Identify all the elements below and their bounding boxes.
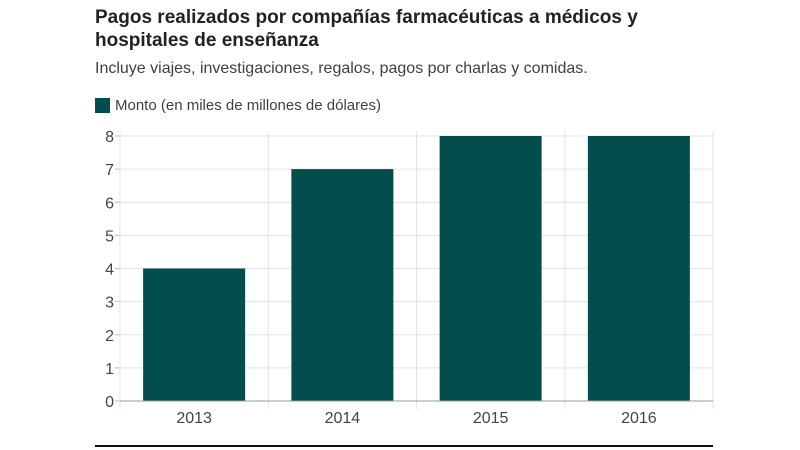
y-tick-label: 1 xyxy=(105,361,114,378)
bar-2015 xyxy=(439,136,542,401)
bar-2014 xyxy=(291,169,394,401)
x-tick-label: 2013 xyxy=(176,410,212,427)
x-tick-label: 2014 xyxy=(325,410,361,427)
bar-2016 xyxy=(587,136,690,401)
legend-label: Monto (en miles de millones de dólares) xyxy=(115,97,381,114)
x-tick-label: 2015 xyxy=(473,410,509,427)
chart-title: Pagos realizados por compañías farmacéut… xyxy=(95,7,638,51)
bar-2013 xyxy=(143,268,246,401)
y-tick-label: 6 xyxy=(105,195,114,212)
y-tick-label: 0 xyxy=(105,394,114,411)
y-tick-label: 5 xyxy=(105,228,114,245)
bottom-rule xyxy=(95,445,713,447)
y-tick-label: 8 xyxy=(105,129,114,146)
legend-swatch xyxy=(95,98,110,113)
y-tick-label: 7 xyxy=(105,162,114,179)
y-tick-label: 3 xyxy=(105,295,114,312)
y-tick-label: 2 xyxy=(105,328,114,345)
y-tick-label: 4 xyxy=(105,262,114,279)
legend: Monto (en miles de millones de dólares) xyxy=(95,97,381,114)
chart-subtitle: Incluye viajes, investigaciones, regalos… xyxy=(95,60,588,77)
x-tick-label: 2016 xyxy=(621,410,657,427)
